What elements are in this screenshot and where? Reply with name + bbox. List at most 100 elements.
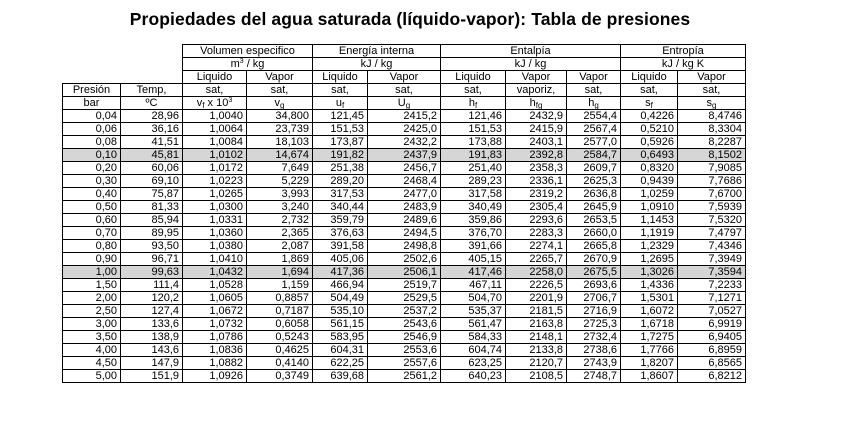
cell-temp: 151,9 <box>120 369 183 383</box>
cell-ug: 2506,1 <box>367 265 441 279</box>
symbol-bar: bar <box>62 96 121 110</box>
cell-hfg: 2265,7 <box>505 252 567 266</box>
cell-hf: 623,25 <box>440 356 506 370</box>
cell-sf: 0,5210 <box>620 122 678 136</box>
cell-hg: 2693,6 <box>566 278 621 292</box>
cell-hfg: 2201,9 <box>505 291 567 305</box>
cell-presion: 0,80 <box>62 239 121 253</box>
table-row: 0,04 28,96 1,0040 34,800 121,45 2415,2 121,46 2… <box>62 109 746 123</box>
cell-hf: 376,70 <box>440 226 506 240</box>
cell-hfg: 2415,9 <box>505 122 567 136</box>
cell-hf: 121,46 <box>440 109 506 123</box>
cell-sf: 1,6718 <box>620 317 678 331</box>
group-entropia: Entropía <box>620 44 746 58</box>
cell-ug: 2456,7 <box>367 161 441 175</box>
cell-hf: 561,47 <box>440 317 506 331</box>
cell-ug: 2529,5 <box>367 291 441 305</box>
cell-temp: 89,95 <box>120 226 183 240</box>
cell-sf: 1,2695 <box>620 252 678 266</box>
cell-vf: 1,0331 <box>182 213 247 227</box>
cell-ug: 2415,2 <box>367 109 441 123</box>
cell-ug: 2546,9 <box>367 330 441 344</box>
cell-ug: 2494,5 <box>367 226 441 240</box>
cell-presion: 0,20 <box>62 161 121 175</box>
cell-hf: 584,33 <box>440 330 506 344</box>
col-vol-vap-phase: Vapor <box>246 70 313 84</box>
cell-hfg: 2283,3 <box>505 226 567 240</box>
cell-hg: 2665,8 <box>566 239 621 253</box>
cell-vf: 1,0672 <box>182 304 247 318</box>
cell-uf: 466,94 <box>312 278 368 292</box>
table-row: 3,00 133,6 1,0732 0,6058 561,15 2543,6 561,47 2… <box>62 317 746 331</box>
cell-sg: 8,2287 <box>677 135 746 149</box>
cell-temp: 85,94 <box>120 213 183 227</box>
cell-sf: 1,6072 <box>620 304 678 318</box>
cell-hf: 191,83 <box>440 148 506 162</box>
cell-presion: 0,60 <box>62 213 121 227</box>
cell-vf: 1,0380 <box>182 239 247 253</box>
table-row: 0,80 93,50 1,0380 2,087 391,58 2498,8 391,66 22… <box>62 239 746 253</box>
cell-vg: 0,3749 <box>246 369 313 383</box>
cell-hg: 2625,3 <box>566 174 621 188</box>
cell-hf: 467,11 <box>440 278 506 292</box>
col-h-liq-sat: sat, <box>440 83 506 97</box>
cell-uf: 191,82 <box>312 148 368 162</box>
cell-temp: 147,9 <box>120 356 183 370</box>
cell-uf: 289,20 <box>312 174 368 188</box>
cell-uf: 391,58 <box>312 239 368 253</box>
symbol-vf: vf x 103 <box>182 96 247 110</box>
cell-ug: 2557,6 <box>367 356 441 370</box>
cell-hfg: 2133,8 <box>505 343 567 357</box>
cell-hfg: 2392,8 <box>505 148 567 162</box>
col-en-liq-sat: sat, <box>312 83 368 97</box>
cell-hfg: 2108,5 <box>505 369 567 383</box>
table-row: 0,08 41,51 1,0084 18,103 173,87 2432,2 173,88 2… <box>62 135 746 149</box>
header-blank-cell <box>62 57 183 71</box>
cell-presion: 2,50 <box>62 304 121 318</box>
cell-uf: 151,53 <box>312 122 368 136</box>
cell-hg: 2675,5 <box>566 265 621 279</box>
cell-presion: 0,90 <box>62 252 121 266</box>
cell-ug: 2477,0 <box>367 187 441 201</box>
page-title: Propiedades del agua saturada (líquido-v… <box>129 9 691 29</box>
cell-hg: 2577,0 <box>566 135 621 149</box>
cell-hf: 405,15 <box>440 252 506 266</box>
cell-presion: 0,04 <box>62 109 121 123</box>
cell-sg: 7,1271 <box>677 291 746 305</box>
cell-hfg: 2274,1 <box>505 239 567 253</box>
col-h-vap-sat: sat, <box>566 83 621 97</box>
cell-temp: 96,71 <box>120 252 183 266</box>
cell-hfg: 2163,8 <box>505 317 567 331</box>
cell-vg: 0,5243 <box>246 330 313 344</box>
cell-vg: 0,4625 <box>246 343 313 357</box>
header-blank-cell <box>62 70 183 84</box>
cell-hf: 340,49 <box>440 200 506 214</box>
cell-vg: 34,800 <box>246 109 313 123</box>
cell-sf: 1,8207 <box>620 356 678 370</box>
cell-hfg: 2336,1 <box>505 174 567 188</box>
table-row: 2,00 120,2 1,0605 0,8857 504,49 2529,5 504,70 2… <box>62 291 746 305</box>
cell-sg: 7,0527 <box>677 304 746 318</box>
cell-hg: 2716,9 <box>566 304 621 318</box>
cell-vg: 5,229 <box>246 174 313 188</box>
cell-sf: 1,7766 <box>620 343 678 357</box>
cell-presion: 0,08 <box>62 135 121 149</box>
symbol-ug: Ug <box>367 96 441 110</box>
cell-temp: 138,9 <box>120 330 183 344</box>
cell-vg: 2,732 <box>246 213 313 227</box>
cell-hf: 391,66 <box>440 239 506 253</box>
cell-uf: 504,49 <box>312 291 368 305</box>
cell-sg: 7,3949 <box>677 252 746 266</box>
cell-presion: 4,00 <box>62 343 121 357</box>
cell-hf: 604,74 <box>440 343 506 357</box>
cell-ug: 2483,9 <box>367 200 441 214</box>
cell-vf: 1,0265 <box>182 187 247 201</box>
cell-hg: 2645,9 <box>566 200 621 214</box>
cell-hfg: 2403,1 <box>505 135 567 149</box>
cell-sf: 0,5926 <box>620 135 678 149</box>
cell-vg: 3,993 <box>246 187 313 201</box>
cell-vf: 1,0102 <box>182 148 247 162</box>
cell-ug: 2432,2 <box>367 135 441 149</box>
table-row: 0,70 89,95 1,0360 2,365 376,63 2494,5 376,70 22… <box>62 226 746 240</box>
symbol-sf: sf <box>620 96 678 110</box>
